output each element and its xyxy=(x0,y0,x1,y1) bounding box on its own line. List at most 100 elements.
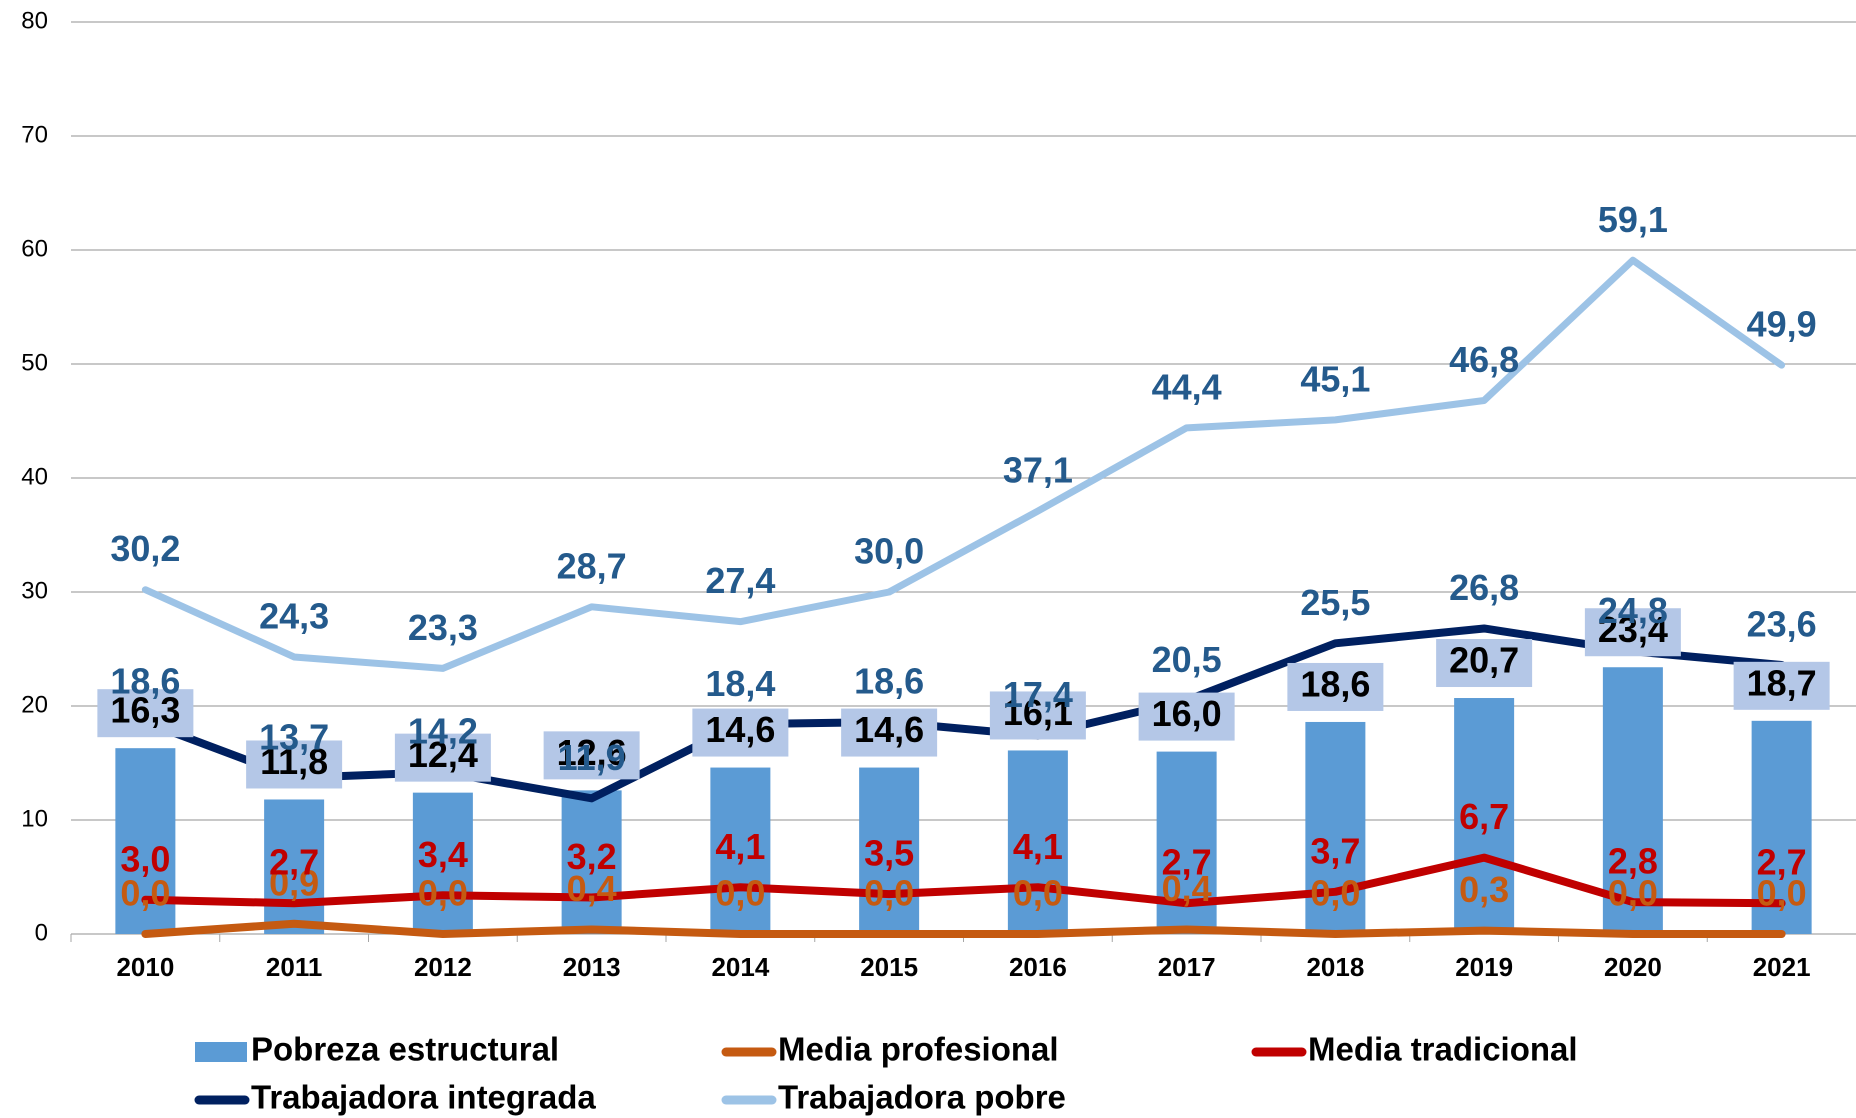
data-label: 17,4 xyxy=(1003,674,1073,715)
data-label: 59,1 xyxy=(1598,199,1668,240)
data-label: 2,8 xyxy=(1608,841,1658,882)
bar xyxy=(710,767,771,934)
label-box xyxy=(97,689,194,738)
line-series xyxy=(141,853,1786,908)
y-tick-label: 20 xyxy=(21,691,48,718)
data-label: 0,0 xyxy=(1757,873,1807,914)
data-label: 45,1 xyxy=(1300,358,1370,399)
data-label: 23,6 xyxy=(1747,603,1817,644)
data-label: 14,6 xyxy=(705,709,775,750)
data-label: 0,0 xyxy=(1310,873,1360,914)
y-tick-label: 10 xyxy=(21,805,48,832)
label-box xyxy=(246,740,343,789)
x-tick-label: 2017 xyxy=(1158,952,1216,982)
line-series xyxy=(141,624,1786,803)
data-label: 23,4 xyxy=(1598,609,1668,650)
data-label: 12,4 xyxy=(408,734,478,775)
data-label: 49,9 xyxy=(1747,304,1817,345)
bar xyxy=(412,792,473,934)
y-tick-label: 60 xyxy=(21,235,48,262)
legend-swatch xyxy=(195,1042,247,1062)
data-label: 25,5 xyxy=(1300,582,1370,623)
legend-label: Pobreza estructural xyxy=(251,1031,559,1068)
x-tick-label: 2019 xyxy=(1455,952,1513,982)
data-label: 28,7 xyxy=(557,545,627,586)
data-label: 24,8 xyxy=(1598,590,1668,631)
data-label: 30,0 xyxy=(854,531,924,572)
data-label: 3,7 xyxy=(1310,830,1360,871)
data-label: 23,3 xyxy=(408,607,478,648)
data-label: 11,8 xyxy=(260,741,328,782)
label-box xyxy=(1584,608,1681,657)
data-label: 3,4 xyxy=(418,834,468,875)
line-series xyxy=(141,919,1786,938)
data-label: 2,7 xyxy=(1162,842,1212,883)
data-label: 14,2 xyxy=(408,711,478,752)
label-box xyxy=(989,691,1086,740)
data-label: 3,0 xyxy=(120,838,170,879)
line-series xyxy=(141,256,1786,672)
data-label: 14,6 xyxy=(854,709,924,750)
x-tick-label: 2015 xyxy=(860,952,918,982)
data-label: 4,1 xyxy=(715,826,765,867)
data-label: 6,7 xyxy=(1459,796,1509,837)
data-label: 20,5 xyxy=(1152,639,1222,680)
data-label: 2,7 xyxy=(1757,842,1807,883)
data-label: 46,8 xyxy=(1449,339,1519,380)
label-box xyxy=(1138,692,1235,741)
x-tick-label: 2013 xyxy=(563,952,621,982)
data-label: 30,2 xyxy=(110,528,180,569)
data-label: 0,0 xyxy=(715,873,765,914)
y-tick-label: 40 xyxy=(21,463,48,490)
label-box xyxy=(543,731,640,780)
x-tick-label: 2020 xyxy=(1604,952,1662,982)
data-label: 20,7 xyxy=(1449,640,1519,681)
x-tick-label: 2021 xyxy=(1753,952,1811,982)
data-label: 2,7 xyxy=(269,842,319,883)
y-tick-label: 80 xyxy=(21,7,48,34)
data-label: 27,4 xyxy=(705,560,775,601)
data-label: 0,0 xyxy=(1013,873,1063,914)
legend-label: Media tradicional xyxy=(1308,1031,1578,1068)
label-box xyxy=(1436,639,1533,688)
data-label: 4,1 xyxy=(1013,826,1063,867)
data-label: 0,9 xyxy=(269,862,319,903)
bar xyxy=(264,799,325,934)
label-box xyxy=(841,708,938,757)
data-label: 0,0 xyxy=(1608,873,1658,914)
bar xyxy=(1305,721,1366,934)
data-label: 18,6 xyxy=(1300,663,1370,704)
y-tick-label: 0 xyxy=(35,919,48,946)
x-tick-label: 2018 xyxy=(1306,952,1364,982)
bar xyxy=(859,767,920,934)
data-label: 11,9 xyxy=(558,737,626,778)
data-label: 13,7 xyxy=(259,716,329,757)
y-tick-label: 50 xyxy=(21,349,48,376)
label-box xyxy=(1287,662,1384,711)
data-label: 16,0 xyxy=(1152,693,1222,734)
x-tick-label: 2016 xyxy=(1009,952,1067,982)
data-label: 3,5 xyxy=(864,833,914,874)
label-box xyxy=(692,708,789,757)
x-tick-label: 2011 xyxy=(266,952,322,982)
x-tick-label: 2014 xyxy=(711,952,769,982)
data-label: 0,4 xyxy=(567,868,617,909)
data-label: 0,0 xyxy=(120,873,170,914)
label-box xyxy=(394,733,491,782)
data-label: 16,1 xyxy=(1003,692,1073,733)
bar xyxy=(1602,667,1663,934)
x-tick-label: 2010 xyxy=(116,952,174,982)
data-label: 3,2 xyxy=(567,836,617,877)
bar xyxy=(1751,720,1812,934)
data-label: 0,4 xyxy=(1162,868,1212,909)
legend-label: Trabajadora pobre xyxy=(778,1079,1066,1116)
legend-label: Trabajadora integrada xyxy=(251,1079,596,1116)
data-label: 18,4 xyxy=(705,663,775,704)
data-label: 26,8 xyxy=(1449,567,1519,608)
y-tick-label: 30 xyxy=(21,577,48,604)
data-label: 24,3 xyxy=(259,595,329,636)
data-label: 12,6 xyxy=(557,732,627,773)
data-label: 44,4 xyxy=(1152,366,1222,407)
data-label: 16,3 xyxy=(110,690,180,731)
